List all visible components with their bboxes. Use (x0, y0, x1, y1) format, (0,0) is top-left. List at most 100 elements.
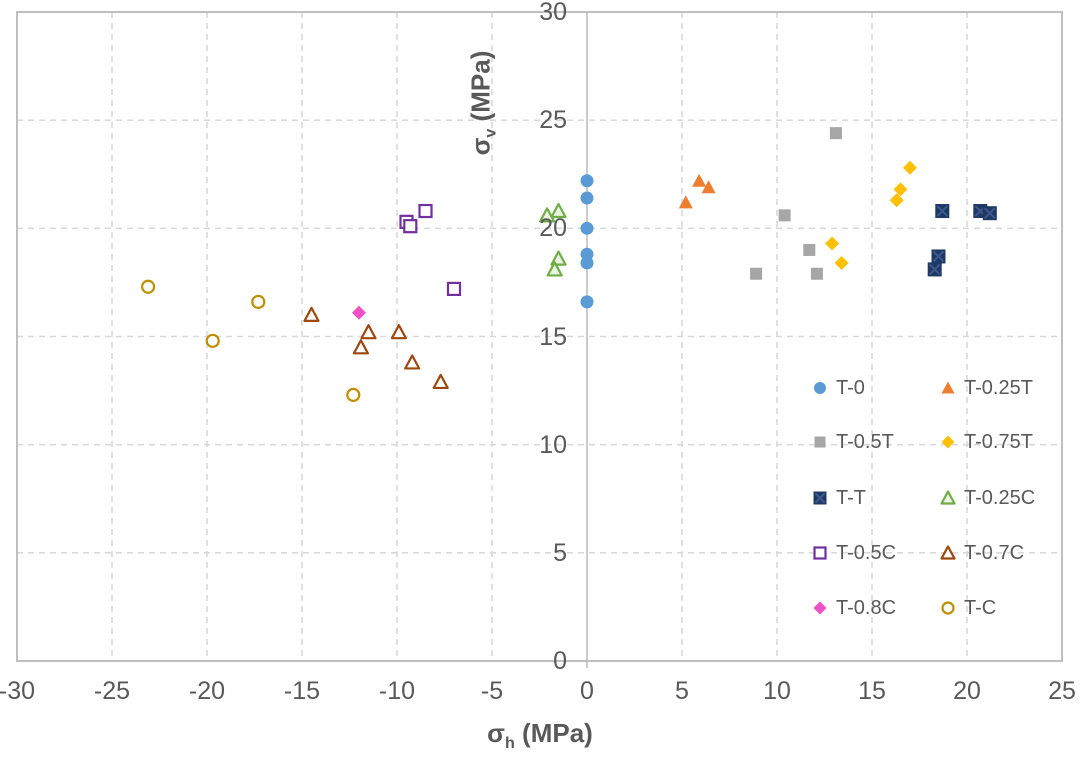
marker-T-0.5C (446, 281, 462, 297)
x-tick-label: -20 (188, 677, 226, 705)
x-tick-label: 0 (580, 677, 594, 705)
legend-label: T-0.8C (836, 596, 897, 619)
marker-T-0.5T (803, 243, 816, 256)
marker-T-0.7C (352, 339, 369, 355)
y-tick-label: 20 (539, 214, 567, 243)
marker-T-0 (580, 256, 594, 270)
legend-label: T-0.25T (964, 376, 1033, 399)
marker-T-0.7C (432, 373, 449, 390)
marker-T-0.25T (692, 173, 707, 187)
marker-T-0.25T (701, 180, 716, 194)
marker-T-T (931, 249, 946, 264)
marker-T-C (205, 333, 220, 348)
legend-item-T-0.5C: T-0.5C (812, 540, 896, 566)
legend-item-T-T: T-T (812, 485, 866, 511)
series-T-0.5T (750, 127, 842, 280)
marker-T-0.25C (538, 207, 556, 223)
series-T-C (141, 279, 361, 403)
marker-T-0.25C (546, 261, 563, 277)
marker-T-0.7C (360, 324, 377, 340)
x-tick-label: -5 (480, 677, 504, 705)
legend-marker-diamond-icon (941, 435, 955, 449)
legend-label: T-C (964, 596, 997, 619)
marker-T-0.75T (834, 255, 849, 270)
y-tick-label: 0 (553, 647, 567, 675)
x-tick-label: 25 (1048, 677, 1076, 705)
legend-marker-square-icon (814, 436, 826, 448)
x-tick-label: 10 (763, 677, 791, 705)
marker-T-T (982, 206, 997, 221)
marker-T-0.75T (889, 193, 904, 208)
marker-T-C (141, 279, 156, 294)
series-T-0 (580, 174, 594, 309)
series-T-0.75T (825, 160, 917, 270)
marker-T-0.5C (403, 219, 418, 234)
legend-label: T-0.7C (964, 541, 1025, 564)
marker-T-0.5T (829, 127, 842, 140)
series-T-T (927, 204, 997, 277)
x-axis-title: σh (MPa) (487, 718, 593, 753)
marker-T-0.7C (390, 324, 407, 340)
legend-marker-diamond-icon (813, 601, 827, 615)
x-tick-label: 5 (675, 677, 689, 705)
x-tick-label: -10 (378, 677, 416, 705)
marker-T-0.75T (825, 236, 840, 251)
marker-T-0.8C (352, 305, 366, 320)
legend-label: T-0.75T (964, 430, 1033, 453)
y-tick-label: 15 (539, 322, 567, 351)
marker-T-0 (580, 295, 594, 309)
series-T-0.25T (678, 173, 716, 209)
legend-marker-triangle-icon (940, 545, 956, 560)
marker-T-0.25C (550, 202, 567, 219)
legend-item-T-0.75T: T-0.75T (940, 429, 1033, 455)
marker-T-0.5C (418, 203, 433, 219)
marker-T-0.5T (810, 267, 823, 280)
legend-marker-square-icon (813, 546, 827, 560)
x-tick-label: -25 (93, 677, 131, 705)
legend-item-T-0.25T: T-0.25T (940, 375, 1033, 401)
x-tick-label: 20 (953, 677, 981, 705)
legend-marker-circle-icon (814, 382, 826, 394)
legend-item-T-0.5T: T-0.5T (812, 429, 894, 455)
legend-item-T-0.25C: T-0.25C (940, 485, 1035, 511)
marker-T-0.75T (893, 182, 908, 197)
y-axis-title: σv (MPa) (465, 50, 500, 156)
legend-item-T-0: T-0 (812, 375, 865, 401)
marker-T-0.25T (678, 195, 693, 209)
legend-label: T-0 (836, 376, 865, 399)
marker-T-0.7C (303, 306, 320, 322)
legend-marker-triangle-icon (941, 381, 955, 394)
legend-item-T-0.8C: T-0.8C (812, 595, 896, 621)
marker-T-0 (580, 221, 594, 235)
legend-item-T-C: T-C (940, 595, 996, 621)
marker-T-0.5T (778, 209, 791, 222)
marker-T-0.5T (750, 267, 763, 280)
marker-T-T (927, 262, 942, 277)
y-tick-label: 10 (539, 430, 567, 459)
legend-marker-triangle-icon (940, 490, 956, 505)
marker-T-0 (580, 174, 594, 188)
series-T-0.5C (399, 203, 462, 297)
legend-marker-square-x-icon (813, 491, 827, 505)
x-tick-label: 15 (858, 677, 886, 705)
marker-T-T (935, 204, 950, 219)
series-T-0.8C (352, 305, 366, 320)
legend-label: T-0.25C (964, 486, 1036, 509)
legend-label: T-T (836, 486, 866, 509)
legend-label: T-0.5C (836, 541, 897, 564)
legend-label: T-0.5T (836, 430, 894, 453)
marker-T-0.75T (903, 160, 917, 175)
marker-T-0 (580, 191, 594, 205)
series-T-0.7C (303, 306, 449, 390)
legend-marker-circle-icon (941, 601, 955, 615)
y-tick-label: 25 (539, 106, 567, 135)
x-tick-label: -30 (0, 677, 36, 705)
y-tick-label: 5 (553, 538, 567, 567)
x-tick-label: -15 (283, 677, 321, 705)
marker-T-C (251, 294, 266, 309)
marker-T-C (346, 387, 361, 403)
y-tick-label: 30 (539, 0, 567, 26)
marker-T-0.25C (550, 250, 567, 266)
